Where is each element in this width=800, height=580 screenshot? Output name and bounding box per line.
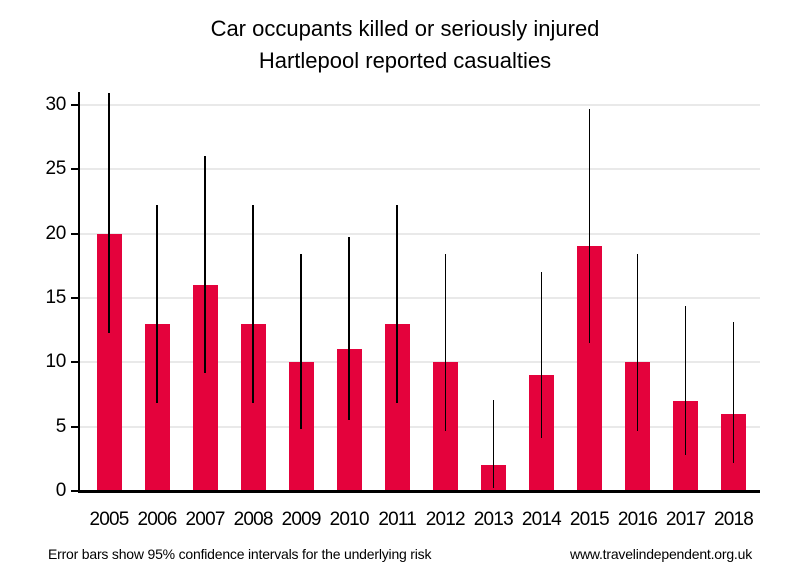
gridline bbox=[80, 168, 760, 171]
y-axis-tick bbox=[71, 232, 80, 235]
x-tick-label-2008: 2008 bbox=[233, 509, 274, 530]
y-tick-label: 25 bbox=[45, 158, 66, 180]
y-axis-tick bbox=[71, 103, 80, 106]
x-tick-label-2012: 2012 bbox=[425, 509, 466, 530]
error-bar-2018 bbox=[732, 322, 735, 463]
x-tick-label-2013: 2013 bbox=[473, 509, 514, 530]
x-tick-label-2017: 2017 bbox=[665, 509, 706, 530]
error-bar-2005 bbox=[108, 93, 110, 333]
y-axis-tick bbox=[71, 425, 80, 428]
error-bar-footnote: Error bars show 95% confidence intervals… bbox=[48, 546, 432, 562]
error-bar-2014 bbox=[540, 272, 543, 439]
x-tick-label-2007: 2007 bbox=[185, 509, 226, 530]
error-bar-2015 bbox=[588, 108, 591, 343]
x-tick-label-2018: 2018 bbox=[713, 509, 754, 530]
gridline bbox=[80, 103, 760, 106]
error-bar-2008 bbox=[252, 205, 254, 404]
y-axis-tick bbox=[71, 296, 80, 299]
chart-title-line2: Hartlepool reported casualties bbox=[258, 48, 552, 73]
y-axis-tick bbox=[71, 168, 80, 171]
x-tick-label-2014: 2014 bbox=[521, 509, 562, 530]
gridline bbox=[80, 425, 760, 428]
chart-title-line1: Car occupants killed or seriously injure… bbox=[210, 16, 600, 41]
gridline bbox=[80, 361, 760, 364]
error-bar-2011 bbox=[396, 205, 398, 404]
y-tick-label: 20 bbox=[45, 222, 66, 244]
error-bar-2016 bbox=[636, 254, 639, 431]
x-tick-label-2009: 2009 bbox=[281, 509, 322, 530]
error-bar-2017 bbox=[684, 305, 687, 455]
y-axis-tick bbox=[71, 490, 80, 492]
x-tick-label-2005: 2005 bbox=[89, 509, 129, 530]
y-tick-label: 10 bbox=[45, 351, 66, 373]
error-bar-2012 bbox=[444, 254, 447, 431]
error-bar-2010 bbox=[348, 237, 350, 421]
y-axis-line bbox=[78, 92, 80, 493]
website-text: www.travelindependent.org.uk bbox=[570, 546, 752, 562]
error-bar-2013 bbox=[492, 399, 495, 489]
y-axis-tick bbox=[71, 361, 80, 364]
x-axis-line bbox=[78, 490, 760, 493]
y-tick-label: 30 bbox=[45, 93, 66, 115]
y-tick-label: 0 bbox=[55, 480, 67, 501]
y-tick-label: 15 bbox=[45, 286, 66, 308]
gridline bbox=[80, 296, 760, 299]
x-tick-label-2016: 2016 bbox=[617, 509, 658, 530]
chart-title: Car occupants killed or seriously injure… bbox=[20, 13, 790, 77]
x-tick-label-2010: 2010 bbox=[329, 509, 370, 530]
error-bar-2006 bbox=[156, 205, 158, 404]
x-tick-label-2015: 2015 bbox=[569, 509, 610, 530]
gridline bbox=[80, 232, 760, 235]
y-tick-label: 5 bbox=[55, 415, 67, 437]
error-bar-2009 bbox=[300, 254, 302, 430]
error-bar-2007 bbox=[204, 156, 206, 373]
x-tick-label-2006: 2006 bbox=[137, 509, 177, 530]
x-tick-label-2011: 2011 bbox=[378, 509, 417, 530]
